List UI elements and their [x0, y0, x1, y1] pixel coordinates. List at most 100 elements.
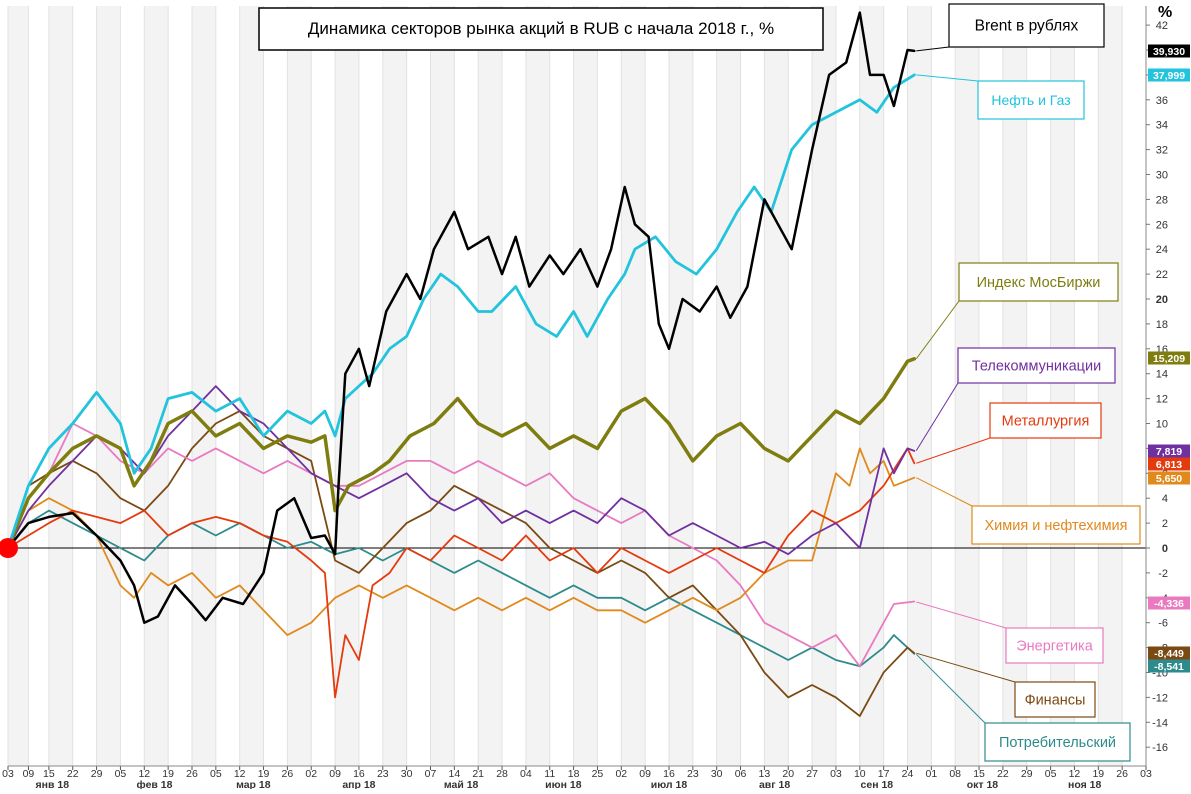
x-tick-label: 22 — [997, 768, 1009, 780]
callout-box — [948, 3, 1105, 48]
x-tick-label: 29 — [91, 768, 103, 780]
y-tick-label: 42 — [1156, 20, 1168, 32]
x-tick-label: 25 — [592, 768, 604, 780]
week-band — [382, 6, 407, 766]
y-tick-label: -2 — [1158, 568, 1168, 580]
callout-box — [1014, 681, 1096, 718]
end-value-badge — [1148, 351, 1190, 365]
x-tick-label: 19 — [258, 768, 270, 780]
week-band — [955, 6, 980, 766]
x-tick-label: 13 — [759, 768, 771, 780]
week-band — [144, 6, 169, 766]
x-tick-label: 18 — [568, 768, 580, 780]
week-band — [668, 6, 693, 766]
callout-box — [989, 402, 1102, 439]
x-tick-label: 30 — [711, 768, 723, 780]
x-tick-label: 04 — [520, 768, 532, 780]
callout-label: Индекс МосБиржи — [977, 275, 1101, 291]
y-tick-label: 34 — [1156, 120, 1168, 132]
end-value-badge — [1148, 457, 1190, 471]
callout-label: Металлургия — [1002, 414, 1090, 430]
y-tick-label: 36 — [1156, 95, 1168, 107]
y-tick-label: -14 — [1152, 717, 1168, 729]
y-unit-label: % — [1158, 4, 1172, 21]
x-tick-label: 29 — [1021, 768, 1033, 780]
callout-leader — [916, 652, 1016, 683]
week-band — [859, 6, 884, 766]
y-tick-label: 2 — [1162, 518, 1168, 530]
x-tick-label: 17 — [878, 768, 890, 780]
callout-box — [977, 80, 1085, 120]
end-value-badge — [1148, 659, 1190, 673]
x-tick-label: 19 — [1092, 768, 1104, 780]
y-tick-label: -6 — [1158, 618, 1168, 630]
month-label: июн 18 — [545, 779, 582, 789]
x-tick-label: 16 — [353, 768, 365, 780]
end-value-badge — [1148, 646, 1190, 660]
callout-leader — [916, 601, 1007, 629]
month-label: янв 18 — [36, 779, 70, 789]
x-tick-label: 24 — [902, 768, 914, 780]
callout-leader — [915, 653, 986, 724]
x-tick-label: 11 — [544, 768, 555, 780]
series-line — [7, 447, 916, 699]
x-tick-label: 22 — [67, 768, 79, 780]
x-tick-label: 09 — [23, 768, 35, 780]
series-lines — [0, 11, 917, 717]
x-tick-label: 01 — [926, 768, 938, 780]
x-tick-label: 05 — [115, 768, 127, 780]
month-label: авг 18 — [759, 779, 790, 789]
week-band — [764, 6, 789, 766]
end-value-text: -8,449 — [1154, 648, 1184, 660]
end-value-text: -4,336 — [1154, 598, 1184, 610]
callout-label: Химия и нефтехимия — [984, 518, 1127, 534]
y-tick-label: 26 — [1156, 219, 1168, 231]
week-band — [430, 6, 455, 766]
series-line — [6, 357, 917, 550]
x-tick-label: 03 — [830, 768, 842, 780]
x-tick-label: 26 — [186, 768, 198, 780]
series-line — [7, 447, 916, 636]
y-tick-label: 30 — [1156, 170, 1168, 182]
week-band — [907, 6, 932, 766]
x-tick-label: 12 — [1069, 768, 1081, 780]
x-tick-label: 28 — [496, 768, 508, 780]
month-label: ноя 18 — [1068, 779, 1102, 789]
end-value-text: 6,813 — [1156, 459, 1182, 471]
x-tick-label: 08 — [949, 768, 961, 780]
axes: 03 09 15 22 29 05 12 19 26 05 12 19 26 02 09 16 23 30 07 14… — [2, 6, 1168, 791]
x-tick-label: 20 — [782, 768, 794, 780]
end-value-text: -8,541 — [1154, 661, 1184, 673]
x-tick-label: 06 — [735, 768, 747, 780]
callout-box — [971, 505, 1141, 545]
callout-label: Нефть и Газ — [991, 92, 1070, 108]
callout-label: Финансы — [1025, 693, 1086, 709]
end-value-text: 7,819 — [1156, 446, 1182, 458]
end-value-badge — [1148, 596, 1190, 610]
week-band — [191, 6, 216, 766]
y-tick-label: 24 — [1156, 244, 1168, 256]
week-band — [621, 6, 646, 766]
x-tick-label: 23 — [687, 768, 699, 780]
end-value-badge — [1148, 471, 1190, 485]
chart-title: Динамика секторов рынка акций в RUB с на… — [308, 19, 774, 38]
callout-leader — [916, 46, 950, 52]
week-band — [478, 6, 503, 766]
x-tick-label: 10 — [854, 768, 866, 780]
x-tick-label: 05 — [210, 768, 222, 780]
callout-label: Телекоммуникации — [972, 359, 1101, 375]
month-label: фев 18 — [137, 779, 173, 789]
y-tick-label: 28 — [1156, 194, 1168, 206]
x-tick-label: 12 — [234, 768, 246, 780]
callout-leader — [915, 382, 959, 451]
x-tick-label: 03 — [2, 768, 14, 780]
week-band — [1098, 6, 1123, 766]
end-value-text: 39,930 — [1153, 46, 1185, 58]
series-line — [7, 410, 916, 717]
y-tick-label: -16 — [1152, 742, 1168, 754]
series-line — [7, 422, 916, 668]
week-band — [812, 6, 836, 766]
